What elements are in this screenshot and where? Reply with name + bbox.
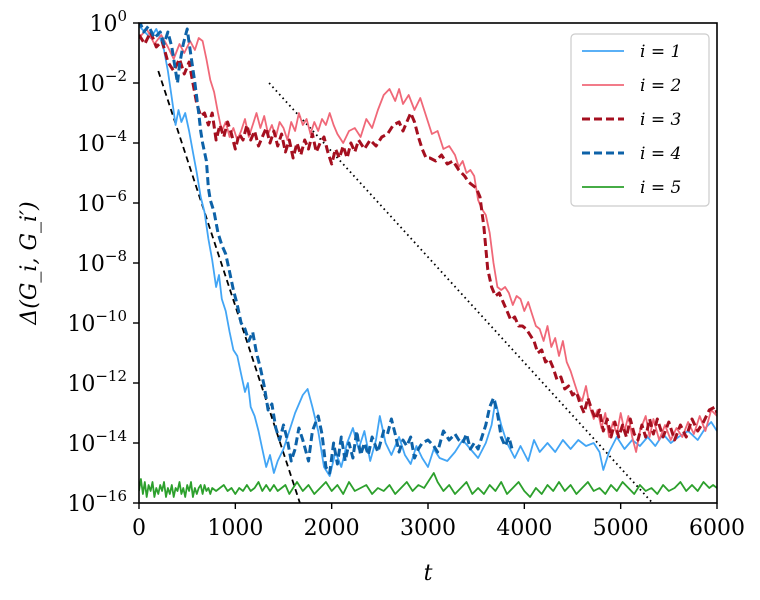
axis-ticks: 0 1000 2000 3000 4000 5000 6000 100 10−2 10−4 10−6…	[67, 7, 745, 541]
x-tick-label: 2000	[304, 516, 360, 541]
y-tick-label: 100	[89, 7, 127, 37]
x-tick-label: 3000	[400, 516, 456, 541]
x-tick-label: 1000	[207, 516, 263, 541]
legend-label-3: i = 3	[640, 110, 681, 130]
series-line-5	[139, 472, 717, 498]
y-tick-label: 10−12	[67, 367, 127, 397]
legend-label-4: i = 4	[640, 144, 681, 164]
series-line-4	[139, 23, 515, 475]
y-axis-label-text: Δ(G_i, G_i′)	[17, 201, 42, 325]
x-tick-label: 0	[132, 516, 146, 541]
series-lines	[139, 23, 717, 498]
reference-line-fit-1	[157, 70, 301, 503]
x-axis-label: t	[424, 561, 433, 586]
y-axis-label: Δ(G_i, G_i′)	[17, 201, 42, 325]
y-tick-label: 10−2	[77, 67, 127, 97]
y-tick-label: 10−6	[77, 187, 127, 217]
series-line-1	[139, 25, 717, 477]
series-line-2	[139, 28, 717, 453]
y-tick-label: 10−4	[77, 127, 127, 157]
series-line-3	[139, 30, 717, 442]
y-tick-label: 10−14	[67, 427, 127, 457]
y-tick-label: 10−16	[67, 487, 127, 517]
legend-label-5: i = 5	[640, 178, 681, 198]
x-tick-label: 5000	[593, 516, 649, 541]
reference-lines	[157, 70, 654, 503]
x-tick-label: 4000	[496, 516, 552, 541]
x-tick-label: 6000	[689, 516, 745, 541]
legend-frame	[570, 33, 710, 207]
legend-label-2: i = 2	[640, 76, 681, 96]
y-tick-label: 10−8	[77, 247, 127, 277]
y-tick-label: 10−10	[67, 307, 127, 337]
legend: i = 1 i = 2 i = 3 i = 4 i = 5	[570, 33, 710, 207]
legend-label-1: i = 1	[640, 42, 681, 62]
